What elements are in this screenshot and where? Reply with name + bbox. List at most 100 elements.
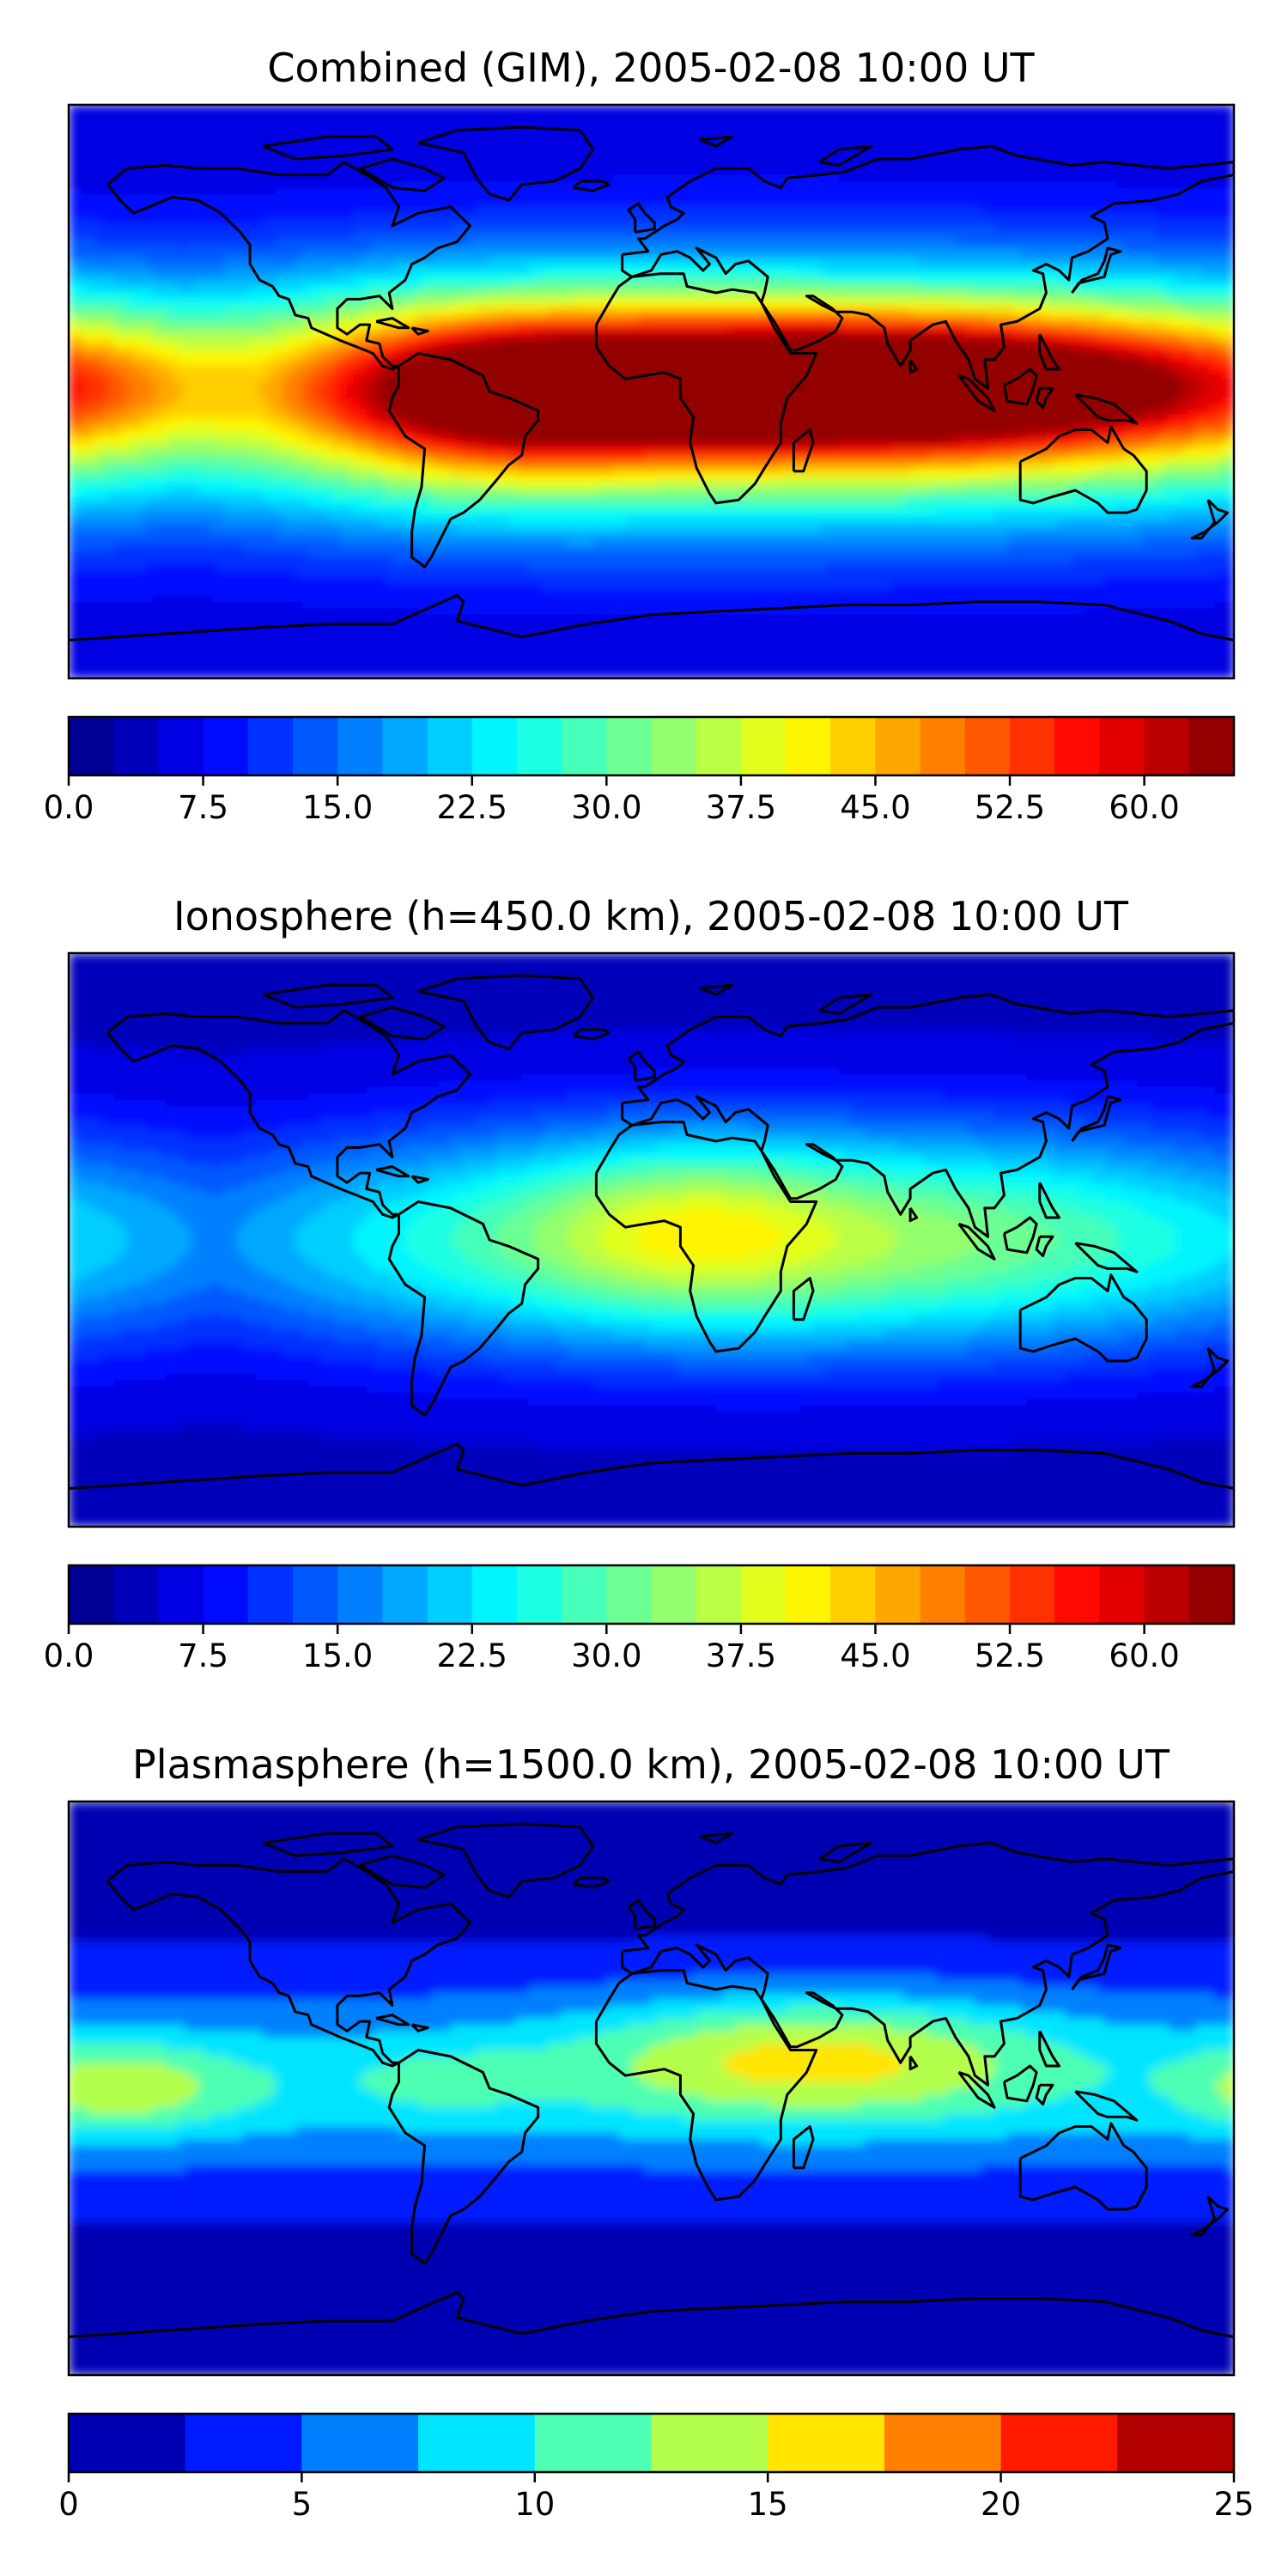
field-cell <box>295 143 302 150</box>
field-cell <box>1033 187 1041 195</box>
field-cell <box>605 226 613 234</box>
field-cell <box>1007 238 1015 246</box>
field-cell <box>172 232 179 240</box>
field-cell <box>1156 149 1163 156</box>
field-cell <box>793 137 801 144</box>
field-cell <box>521 117 529 125</box>
field-cell <box>664 143 671 150</box>
field-cell <box>418 168 426 176</box>
field-cell <box>476 187 484 195</box>
field-cell <box>353 232 361 240</box>
field-cell <box>153 245 161 252</box>
field-cell <box>237 251 245 258</box>
field-cell <box>437 124 445 131</box>
field-cell <box>567 161 574 169</box>
field-cell <box>334 105 342 112</box>
field-cell <box>159 226 167 234</box>
field-cell <box>677 264 684 271</box>
field-cell <box>1097 219 1105 227</box>
field-cell <box>431 264 439 271</box>
field-cell <box>126 181 134 189</box>
field-cell <box>437 219 445 227</box>
field-cell <box>722 276 730 284</box>
field-cell <box>386 117 393 125</box>
field-cell <box>237 181 245 189</box>
field-cell <box>651 232 659 240</box>
field-cell <box>210 161 218 169</box>
field-cell <box>865 117 872 125</box>
field-cell <box>398 264 406 271</box>
field-cell <box>599 161 607 169</box>
field-cell <box>755 226 762 234</box>
field-cell <box>263 117 270 125</box>
field-cell <box>528 117 536 125</box>
field-cell <box>243 168 251 176</box>
field-cell <box>910 130 918 137</box>
field-cell <box>1117 251 1125 258</box>
field-cell <box>1143 238 1151 246</box>
field-cell <box>398 161 406 169</box>
field-cell <box>307 181 316 189</box>
field-cell <box>625 111 633 118</box>
field-cell <box>146 226 154 234</box>
field-cell <box>314 168 322 176</box>
field-cell <box>398 226 406 234</box>
field-cell <box>819 137 827 144</box>
field-cell <box>1182 111 1189 118</box>
field-cell <box>748 193 756 201</box>
field-cell <box>671 213 678 221</box>
field-cell <box>1143 270 1151 277</box>
field-cell <box>567 117 574 125</box>
field-cell <box>586 251 594 258</box>
field-cell <box>896 232 905 240</box>
field-cell <box>618 161 626 169</box>
field-cell <box>1214 270 1222 277</box>
field-cell <box>1188 232 1196 240</box>
field-cell <box>1227 245 1234 252</box>
field-cell <box>567 149 574 156</box>
field-cell <box>179 206 186 214</box>
field-cell <box>113 270 121 277</box>
field-cell <box>495 245 503 252</box>
field-cell <box>812 226 821 234</box>
field-cell <box>742 213 750 221</box>
field-cell <box>483 168 490 176</box>
field-cell <box>962 174 969 182</box>
field-cell <box>541 137 549 144</box>
field-cell <box>722 130 730 137</box>
field-cell <box>334 213 342 221</box>
field-cell <box>631 143 640 150</box>
field-cell <box>755 232 762 240</box>
field-cell <box>269 213 276 221</box>
field-cell <box>683 137 691 144</box>
field-cell <box>605 238 613 246</box>
field-cell <box>799 251 808 258</box>
field-cell <box>107 264 115 271</box>
field-cell <box>903 181 911 189</box>
field-cell <box>936 193 944 201</box>
field-cell <box>709 137 717 144</box>
field-cell <box>75 111 82 118</box>
field-cell <box>282 143 289 150</box>
field-cell <box>658 174 665 182</box>
field-cell <box>664 124 671 131</box>
field-cell <box>871 258 878 265</box>
field-cell <box>975 232 982 240</box>
field-cell <box>1013 270 1021 277</box>
field-cell <box>1117 206 1125 214</box>
field-cell <box>373 226 380 234</box>
field-cell <box>528 232 536 240</box>
field-cell <box>975 105 982 112</box>
field-cell <box>75 168 82 176</box>
field-cell <box>560 258 568 265</box>
field-cell <box>574 124 581 131</box>
field-cell <box>1007 245 1015 252</box>
field-cell <box>1117 161 1125 169</box>
field-cell <box>450 258 458 265</box>
field-cell <box>910 219 918 227</box>
field-cell <box>321 124 329 131</box>
field-cell <box>1046 130 1054 137</box>
field-cell <box>547 264 556 271</box>
field-cell <box>139 193 148 201</box>
field-cell <box>955 251 963 258</box>
